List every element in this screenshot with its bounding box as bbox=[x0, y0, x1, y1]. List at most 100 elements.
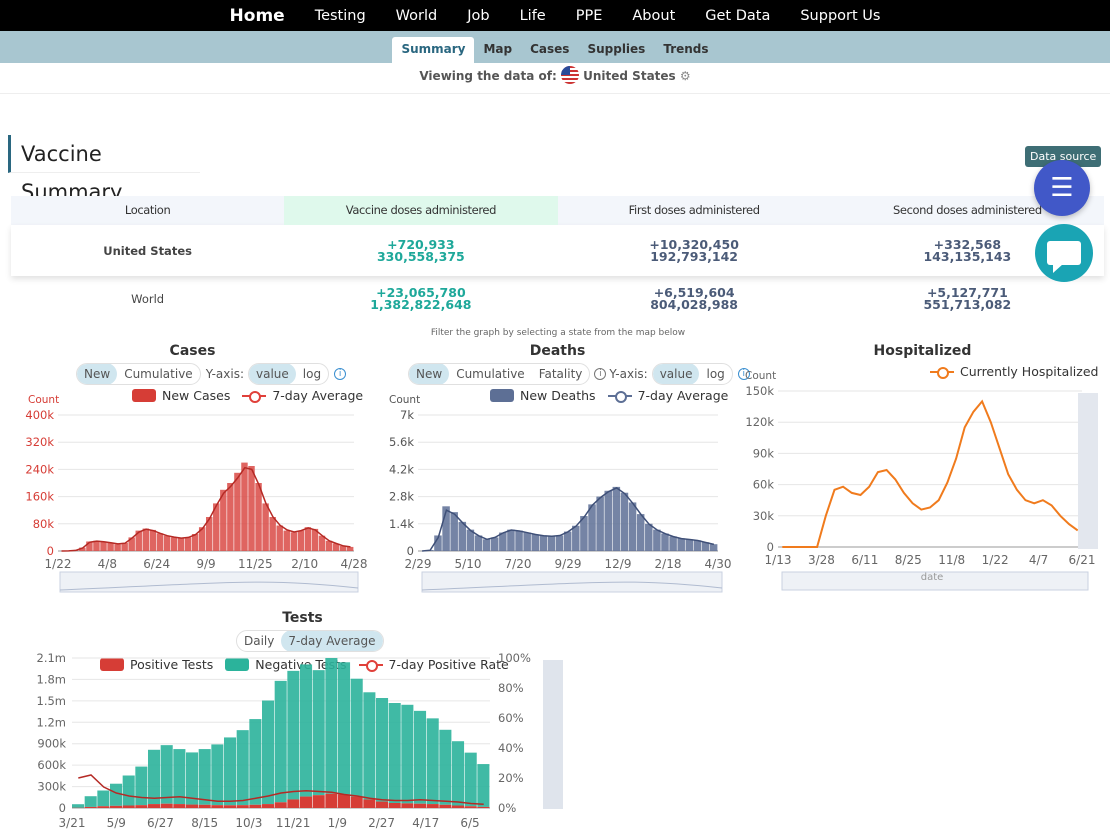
viewing-selector: Viewing the data of: United States ⚙ bbox=[0, 66, 1110, 84]
nav-job[interactable]: Job bbox=[467, 7, 490, 24]
bar bbox=[283, 530, 290, 551]
nav-get-data[interactable]: Get Data bbox=[705, 7, 771, 24]
legend-label: Currently Hospitalized bbox=[960, 364, 1099, 379]
hosp-legend: Currently Hospitalized bbox=[930, 364, 1110, 379]
negative-bar bbox=[97, 790, 110, 807]
second-total: 143,135,143 bbox=[923, 248, 1012, 264]
legend-label: 7-day Average bbox=[637, 388, 729, 403]
bar bbox=[636, 514, 645, 551]
negative-bar bbox=[122, 775, 135, 806]
y-tick-label: 150k bbox=[745, 384, 774, 398]
series-line bbox=[422, 487, 715, 552]
x-tick-label: 6/27 bbox=[147, 816, 174, 829]
tests-7day-option[interactable]: 7-day Average bbox=[281, 631, 383, 651]
deaths-fatality-option[interactable]: Fatality bbox=[538, 367, 583, 381]
legend-positive-tests[interactable]: Positive Tests bbox=[100, 657, 213, 672]
hamburger-icon: ☰ bbox=[1050, 173, 1074, 203]
y-tick-label: 0 bbox=[59, 801, 66, 815]
x-tick-label: 8/15 bbox=[191, 816, 218, 829]
bar bbox=[677, 538, 685, 551]
positive-bar bbox=[173, 804, 186, 808]
negative-bar bbox=[198, 749, 211, 805]
negative-bar bbox=[312, 670, 325, 796]
info-icon[interactable]: i bbox=[334, 368, 347, 380]
info-icon[interactable]: i bbox=[594, 368, 607, 380]
menu-button[interactable]: ☰ bbox=[1034, 160, 1090, 216]
tab-trends[interactable]: Trends bbox=[663, 42, 709, 56]
legend-currently-hospitalized[interactable]: Currently Hospitalized bbox=[930, 364, 1098, 379]
bar bbox=[248, 466, 255, 551]
data-source-badge[interactable]: Data source bbox=[1025, 146, 1102, 167]
bar bbox=[604, 490, 612, 551]
legend-positive-rate[interactable]: 7-day Positive Rate bbox=[358, 657, 509, 672]
y-tick-label: 4.2k bbox=[389, 462, 414, 476]
bar bbox=[523, 532, 531, 551]
legend-7day-avg[interactable]: 7-day Average bbox=[242, 388, 363, 403]
positive-bar bbox=[401, 803, 414, 808]
vaccine-delta: +23,065,780 bbox=[376, 285, 466, 300]
y-tick-label: 1.8m bbox=[37, 672, 67, 686]
x-tick-label: 1/9 bbox=[328, 816, 347, 829]
negative-bar bbox=[363, 692, 376, 800]
info-icon[interactable]: i bbox=[737, 368, 750, 380]
y-tick-label: 2.1m bbox=[37, 651, 67, 665]
nav-ppe[interactable]: PPE bbox=[575, 7, 603, 24]
bar bbox=[227, 483, 234, 551]
y-tick-label: 80k bbox=[33, 517, 55, 531]
bar bbox=[86, 541, 93, 551]
y-tick-label: 240k bbox=[25, 462, 54, 476]
nav-life[interactable]: Life bbox=[519, 7, 546, 24]
tests-legend: Positive Tests Negative Tests 7-day Posi… bbox=[100, 657, 521, 672]
deaths-scale-toggle: value log bbox=[651, 363, 733, 385]
negative-bar bbox=[426, 718, 439, 805]
viewing-country[interactable]: United States bbox=[583, 69, 676, 83]
x-tick-label: 2/27 bbox=[368, 816, 395, 829]
deaths-log-option[interactable]: log bbox=[706, 367, 725, 381]
negative-bar bbox=[224, 737, 237, 806]
deaths-cumulative-option[interactable]: Cumulative bbox=[456, 367, 525, 381]
nav-home[interactable]: Home bbox=[229, 5, 285, 26]
bar bbox=[100, 541, 107, 551]
tab-supplies[interactable]: Supplies bbox=[587, 42, 646, 56]
positive-bar bbox=[249, 804, 262, 808]
y2-tick-label: 80% bbox=[498, 681, 524, 695]
y-tick-label: 60k bbox=[753, 478, 775, 492]
bar bbox=[276, 525, 283, 551]
swatch bbox=[100, 658, 124, 671]
nav-testing[interactable]: Testing bbox=[314, 7, 366, 24]
deaths-new-option[interactable]: New bbox=[409, 364, 450, 384]
bar bbox=[499, 532, 507, 551]
legend-label: 7-day Average bbox=[272, 388, 364, 403]
nav-support-us[interactable]: Support Us bbox=[800, 7, 881, 24]
cases-log-option[interactable]: log bbox=[302, 367, 322, 381]
legend-new-cases[interactable]: New Cases bbox=[132, 388, 230, 403]
tab-map[interactable]: Map bbox=[483, 42, 513, 56]
negative-bar bbox=[388, 703, 401, 803]
x-tick-label: 3/21 bbox=[59, 816, 86, 829]
deaths-title: Deaths bbox=[529, 343, 586, 359]
cases-value-option[interactable]: value bbox=[249, 364, 296, 384]
bar bbox=[220, 489, 227, 551]
positive-bar bbox=[287, 799, 300, 808]
chat-button[interactable] bbox=[1035, 224, 1093, 282]
legend-new-deaths[interactable]: New Deaths bbox=[490, 388, 596, 403]
first-total: 192,793,142 bbox=[650, 248, 739, 264]
tab-summary[interactable]: Summary bbox=[392, 37, 475, 63]
gear-icon[interactable]: ⚙ bbox=[679, 69, 691, 83]
legend-7day-avg[interactable]: 7-day Average bbox=[607, 388, 729, 403]
cases-cumulative-option[interactable]: Cumulative bbox=[124, 367, 193, 381]
cases-new-option[interactable]: New bbox=[77, 364, 118, 384]
swatch bbox=[225, 658, 250, 671]
nav-about[interactable]: About bbox=[632, 7, 676, 24]
negative-bar bbox=[376, 698, 389, 802]
x-tick-label: 5/10 bbox=[455, 557, 482, 571]
y-tick-label: 0 bbox=[767, 540, 774, 554]
hosp-title: Hospitalized bbox=[873, 343, 972, 359]
deaths-value-option[interactable]: value bbox=[652, 364, 700, 384]
tests-daily-option[interactable]: Daily bbox=[244, 634, 275, 648]
positive-bar bbox=[84, 806, 97, 808]
row-location: World bbox=[131, 292, 165, 306]
tab-cases[interactable]: Cases bbox=[530, 42, 570, 56]
negative-bar bbox=[274, 680, 287, 803]
nav-world[interactable]: World bbox=[395, 7, 438, 24]
